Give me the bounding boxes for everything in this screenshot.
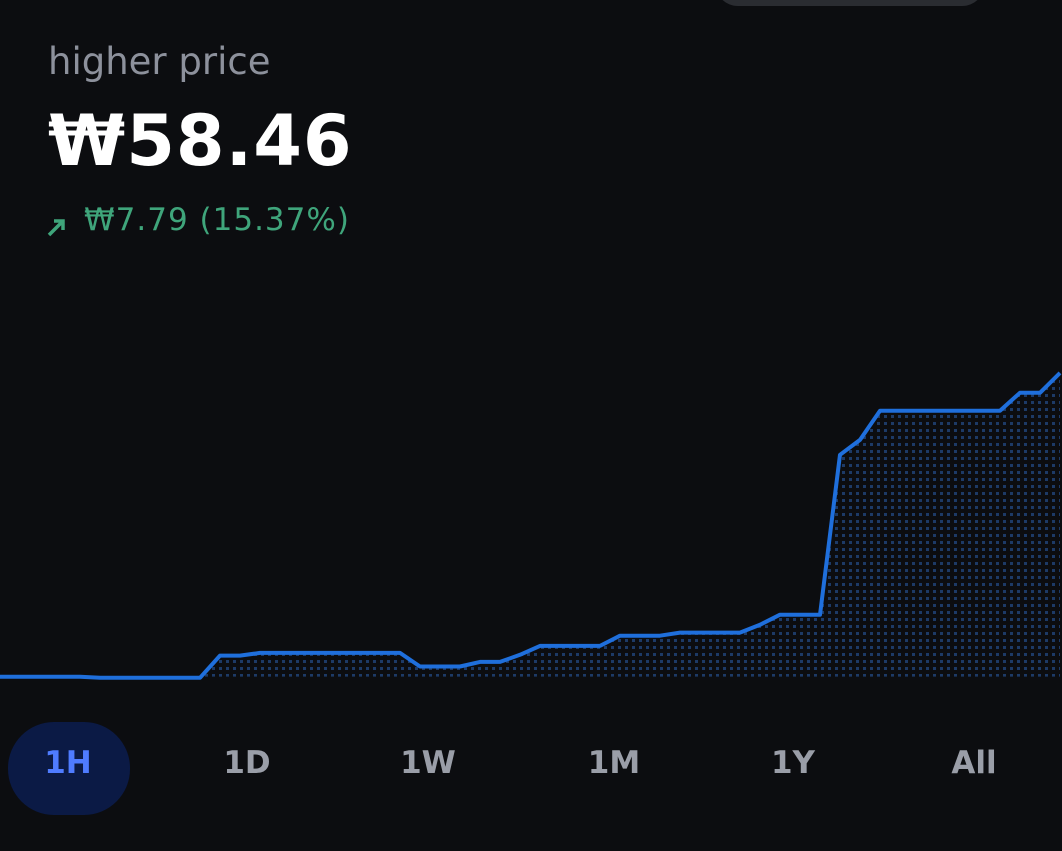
range-tab[interactable]: 1M bbox=[587, 745, 641, 781]
price: ₩58.46 bbox=[48, 100, 353, 182]
up-arrow-icon bbox=[47, 219, 65, 237]
range-tab[interactable]: 1H bbox=[44, 745, 92, 781]
area-fill bbox=[0, 372, 1060, 678]
selected-pill bbox=[8, 722, 130, 815]
range-tab[interactable]: 1Y bbox=[770, 745, 816, 781]
price-change: ₩7.79 (15.37%) bbox=[84, 202, 350, 238]
price-label: higher price bbox=[48, 40, 271, 83]
range-tab[interactable]: 1W bbox=[400, 745, 456, 781]
chart bbox=[0, 371, 1062, 680]
range-tab[interactable]: All bbox=[951, 745, 997, 781]
range-tab[interactable]: 1D bbox=[223, 745, 271, 781]
price-line bbox=[0, 371, 1062, 680]
top-handle[interactable] bbox=[715, 0, 985, 6]
